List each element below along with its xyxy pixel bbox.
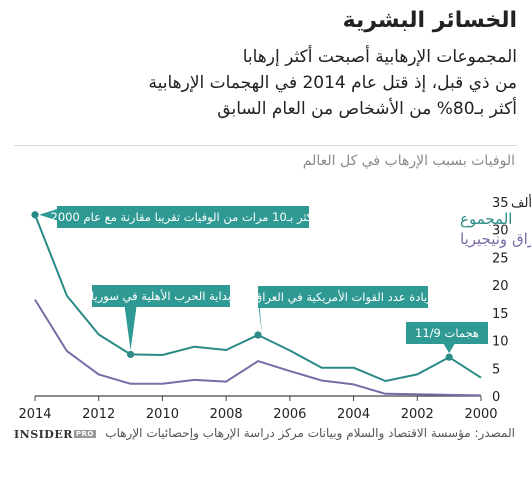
annotation-point	[126, 350, 135, 359]
logo-badge: PRO	[73, 430, 96, 438]
annotation-point	[254, 331, 262, 339]
y-tick-label: 35	[492, 196, 509, 211]
annotation-pointer	[443, 343, 456, 354]
subtitle-line: من ذي قبل، إذ قتل عام 2014 في الهجمات ال…	[148, 73, 518, 93]
chart-title: الخسائر البشرية	[342, 8, 517, 33]
annotation-pointer	[124, 306, 137, 351]
series-line	[34, 299, 482, 397]
x-tick-label: 2002	[401, 407, 434, 422]
annotation-box	[406, 322, 488, 344]
y-tick-label: 5	[492, 362, 500, 377]
x-tick-label: 2000	[464, 407, 497, 422]
source-note: المصدر: مؤسسة الاقتصاد والسلام وبيانات م…	[105, 426, 515, 440]
insider-pro-logo: INSIDER PRO	[14, 428, 96, 441]
y-tick-label: 20	[492, 279, 509, 294]
x-tick-label: 2006	[273, 407, 306, 422]
annotation-label: أكثر بـ10 مرات من الوفيات تقريبا مقارنة …	[51, 209, 316, 225]
y-unit-label: ألف	[511, 194, 531, 211]
divider	[14, 145, 517, 146]
annotation-point	[31, 211, 39, 219]
annotation-label: زيادة عدد القوات الأمريكية في العراق	[253, 290, 432, 305]
x-tick-label: 2004	[337, 407, 370, 422]
x-tick-label: 2014	[18, 407, 51, 422]
logo-text: INSIDER	[14, 428, 73, 441]
annotation-point	[445, 353, 453, 361]
subtitle-line: أكثر بـ80% من الأشخاص من العام السابق	[217, 99, 517, 119]
y-tick-label: 30	[492, 224, 509, 239]
annotation-box	[258, 286, 428, 308]
x-tick-label: 2012	[82, 407, 115, 422]
annotation-label: هجمات 11/9	[415, 326, 479, 340]
annotation-label: بداية الحرب الأهلية في سوريا	[91, 289, 231, 304]
legend-label: العراق ونيجيريا	[460, 230, 531, 248]
annotation-pointer	[39, 208, 58, 221]
y-tick-label: 15	[492, 307, 509, 322]
y-tick-label: 0	[492, 390, 500, 405]
chart-subtitle: المجموعات الإرهابية أصبحت أكثر إرهابا من…	[17, 44, 518, 122]
y-tick-label: 25	[492, 251, 509, 266]
x-tick-label: 2008	[210, 407, 243, 422]
annotation-box	[57, 206, 309, 228]
subtitle-line: المجموعات الإرهابية أصبحت أكثر إرهابا	[242, 47, 517, 67]
y-tick-label: 10	[492, 335, 509, 350]
x-tick-label: 2010	[146, 407, 179, 422]
chart-heading: الوفيات بسبب الإرهاب في كل العالم	[302, 153, 515, 169]
legend-label: المجموع	[460, 210, 512, 228]
annotation-box	[92, 285, 230, 307]
